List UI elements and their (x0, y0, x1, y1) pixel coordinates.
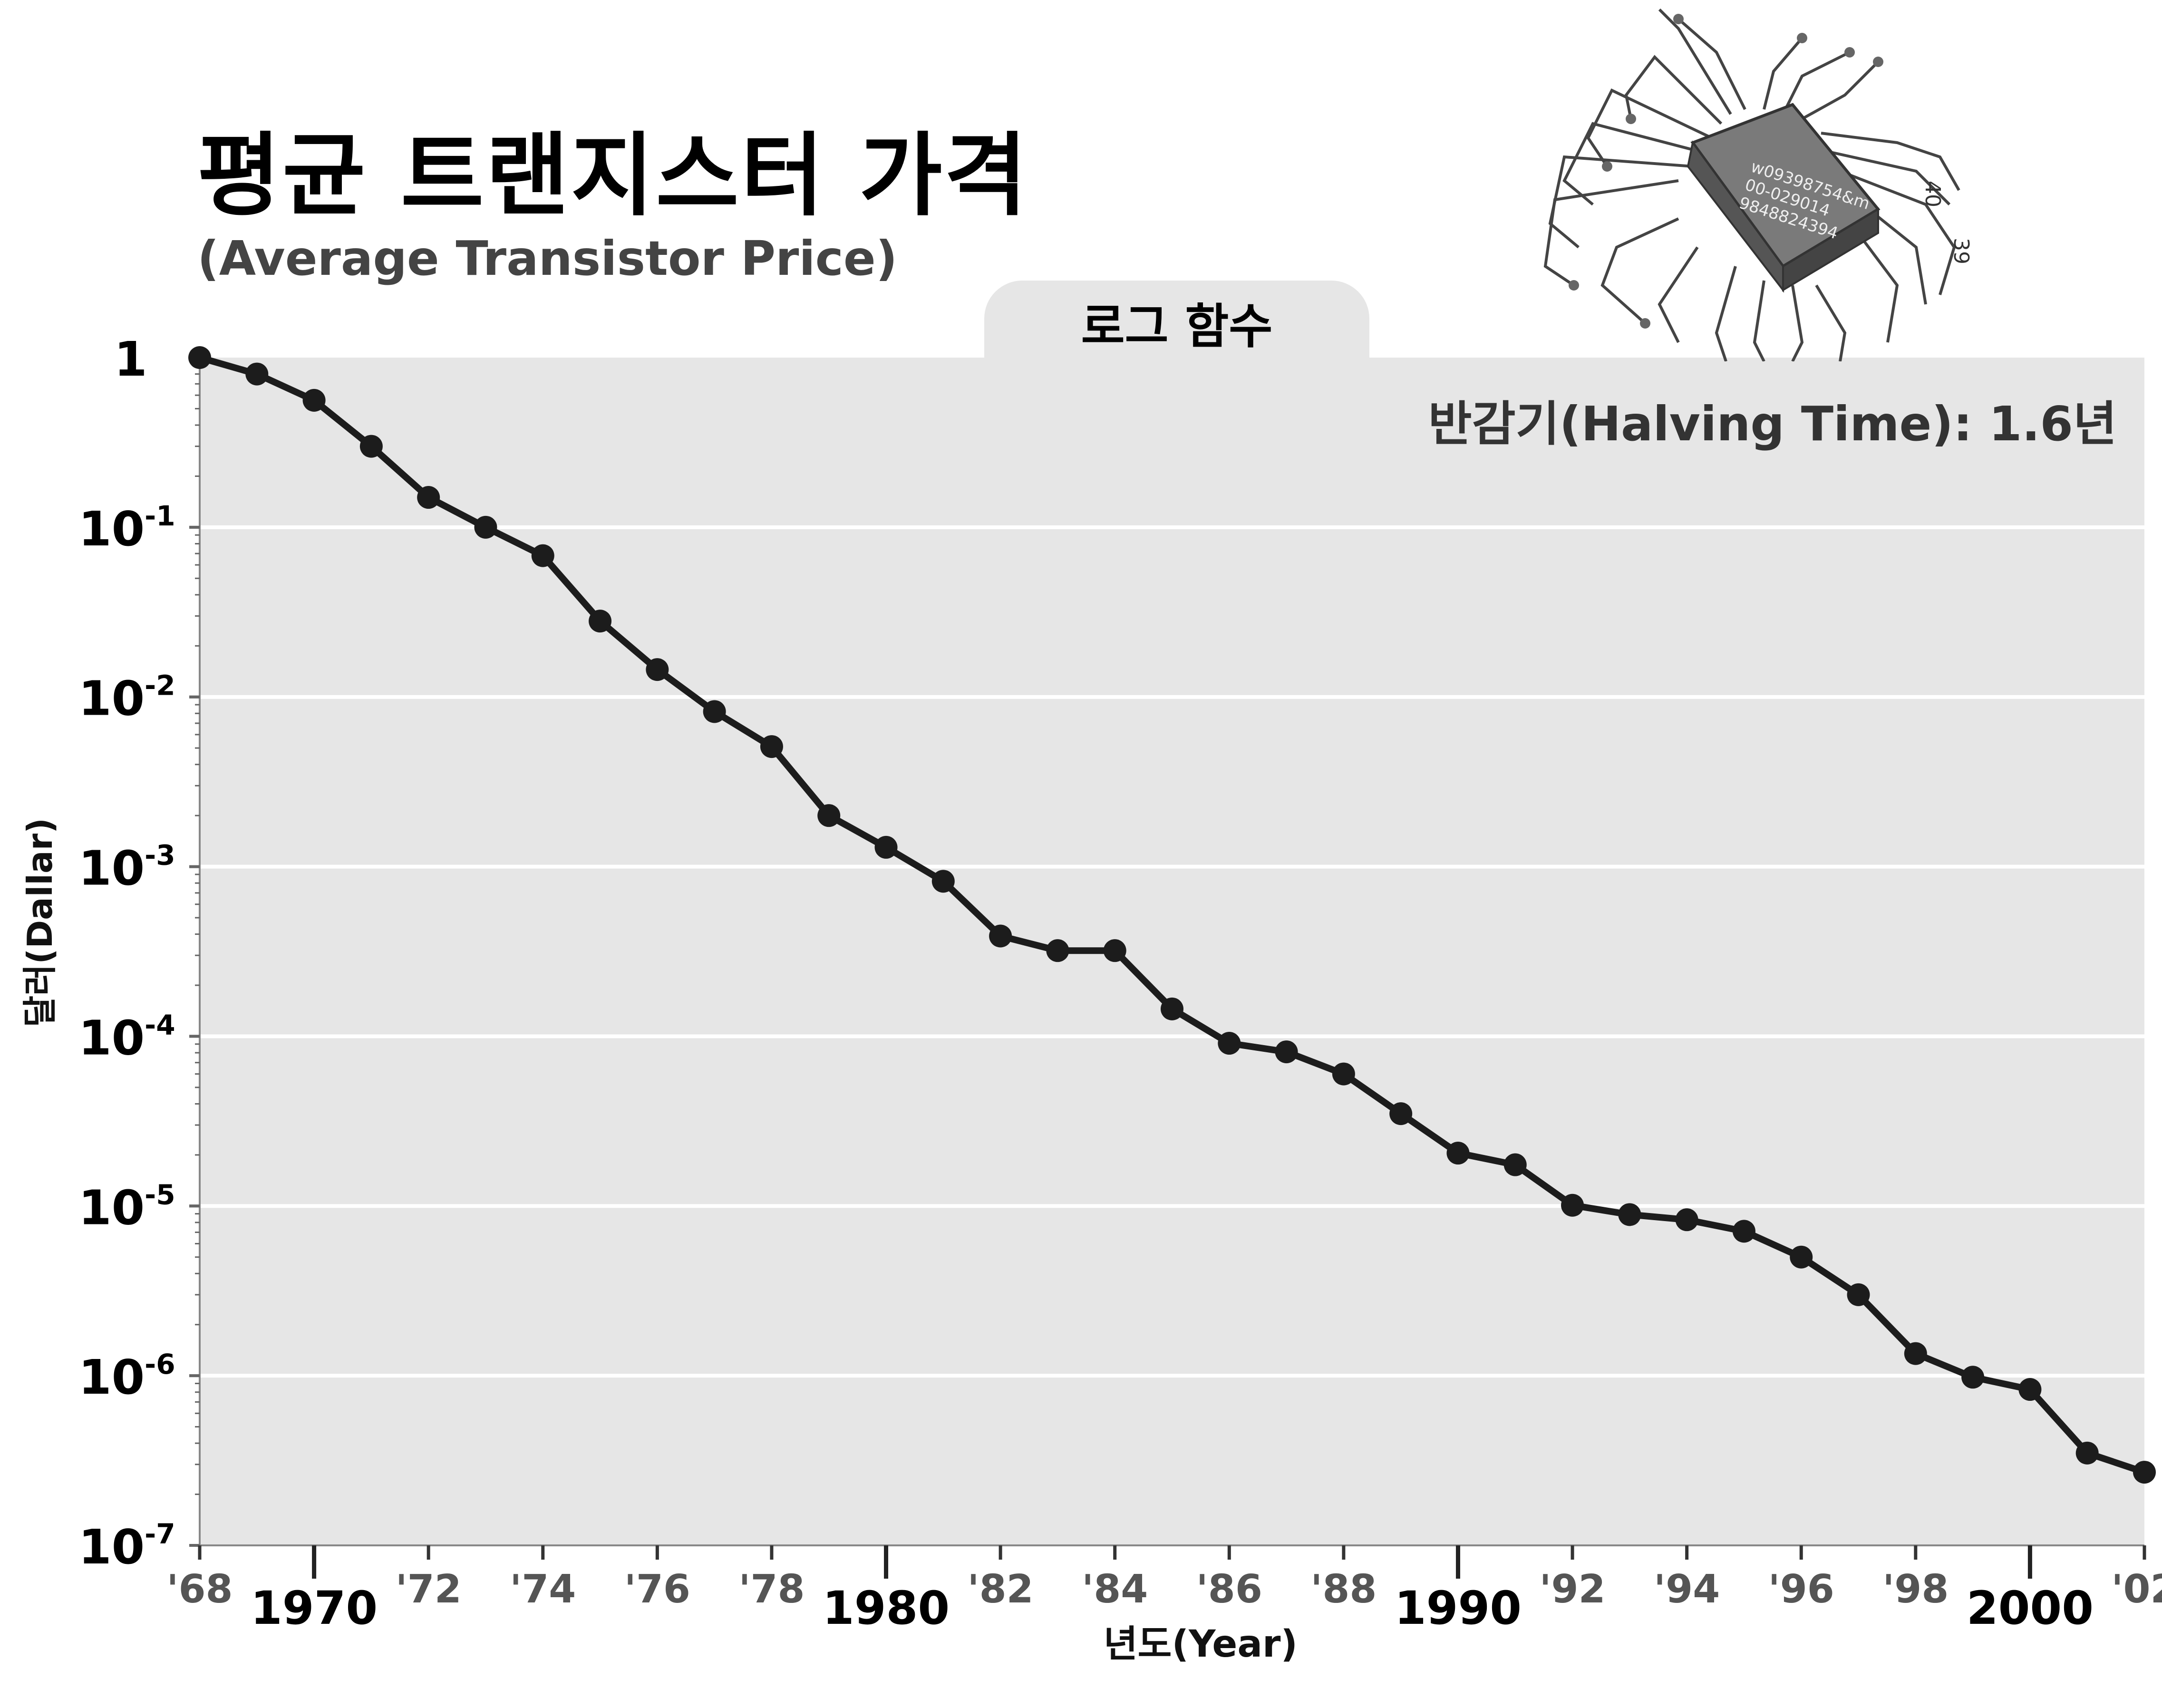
x-tick-label: '94 (1654, 1567, 1720, 1612)
x-tick-label: '68 (166, 1567, 233, 1612)
y-tick-exponent: -6 (145, 1348, 175, 1380)
y-tick-exponent: -2 (145, 670, 175, 702)
data-point (1961, 1366, 1985, 1389)
data-point (1332, 1062, 1355, 1086)
data-point (1732, 1220, 1755, 1243)
data-point (188, 346, 211, 369)
y-tick-base: 1 (114, 331, 147, 387)
data-point (417, 486, 440, 509)
x-major-tick-label: 2000 (1967, 1582, 2094, 1635)
y-tick-label: 10-4 (78, 1009, 175, 1066)
data-point (989, 924, 1012, 948)
x-axis-title: 년도(Year) (1103, 1623, 1298, 1666)
data-point (302, 388, 326, 412)
x-tick-label: '98 (1882, 1567, 1949, 1612)
data-point (1161, 997, 1183, 1020)
y-tick-base: 10 (78, 501, 145, 557)
x-major-tick-label: 1970 (251, 1582, 378, 1635)
data-point (1046, 939, 1069, 962)
data-point (1561, 1194, 1584, 1217)
x-axis-labels: '68 '72 '74 '76 '78 '82 '84 '86 '88 '92 '94 '96 '98 '… (166, 1567, 2162, 1635)
data-point (646, 658, 669, 681)
x-tick-label: '78 (738, 1567, 805, 1612)
data-point (931, 870, 955, 893)
data-points (188, 346, 2156, 1484)
y-tick-label: 10-7 (78, 1518, 175, 1575)
y-tick-exponent: -4 (145, 1009, 175, 1041)
gridlines (200, 525, 2144, 1378)
data-point (531, 544, 554, 567)
y-tick-label: 10-1 (78, 500, 175, 557)
y-axis-title: 달러(Dallar) (20, 817, 60, 1028)
x-tick-label: '86 (1196, 1567, 1262, 1612)
data-point (1446, 1142, 1470, 1165)
data-point (1389, 1102, 1413, 1126)
y-tick-base: 10 (78, 1180, 145, 1235)
data-point (874, 835, 898, 859)
data-point (1275, 1040, 1298, 1064)
plot-area (200, 358, 2144, 1545)
y-tick-label: 10-3 (78, 839, 175, 896)
x-tick-label: '72 (396, 1567, 462, 1612)
y-tick-exponent: -5 (145, 1178, 175, 1211)
x-tick-label: '76 (624, 1567, 690, 1612)
scale-tab-label: 로그 함수 (1081, 299, 1273, 354)
data-point (1675, 1208, 1698, 1232)
chip-pin-label-40: 40 (1920, 181, 1945, 207)
y-axis-labels: 110-110-210-310-410-510-610-7 (78, 331, 175, 1575)
data-point (1218, 1032, 1241, 1055)
y-tick-label: 10-6 (78, 1348, 175, 1405)
y-tick-base: 10 (78, 1519, 145, 1575)
x-tick-label: '82 (968, 1567, 1034, 1612)
scale-tab (984, 281, 1369, 376)
x-tick-label: '96 (1768, 1567, 1834, 1612)
y-tick-base: 10 (78, 1010, 145, 1066)
data-point (1618, 1203, 1641, 1226)
data-point (1103, 939, 1126, 962)
data-point (2018, 1378, 2042, 1401)
data-point (1503, 1153, 1527, 1176)
y-tick-exponent: -1 (145, 500, 175, 532)
x-tick-label: '74 (510, 1567, 576, 1612)
halving-time-annotation: 반감기(Halving Time): 1.6년 (1428, 396, 2117, 452)
data-point (589, 610, 612, 633)
data-point (1904, 1342, 1927, 1365)
chart-title: 평균 트랜지스터 가격 (197, 123, 1029, 228)
x-tick-label: '84 (1082, 1567, 1148, 1612)
data-point (703, 700, 726, 723)
y-tick-label: 10-2 (78, 670, 175, 727)
y-tick-exponent: -7 (145, 1518, 175, 1550)
x-tick-label: '02 (2111, 1567, 2162, 1612)
x-major-tick-label: 1980 (823, 1582, 950, 1635)
x-tick-label: '92 (1539, 1567, 1605, 1612)
y-tick-base: 10 (78, 1349, 145, 1405)
chart-subtitle: (Average Transistor Price) (197, 231, 898, 286)
data-point (474, 515, 497, 539)
y-tick-base: 10 (78, 841, 145, 896)
data-point (245, 362, 269, 386)
y-tick-label: 1 (114, 331, 147, 387)
y-tick-label: 10-5 (78, 1178, 175, 1235)
x-tick-label: '88 (1310, 1567, 1377, 1612)
x-major-tick-label: 1990 (1395, 1582, 1522, 1635)
axes (189, 356, 2146, 1579)
data-point (1847, 1283, 1870, 1306)
data-point (760, 735, 783, 758)
data-point (2075, 1441, 2099, 1465)
y-tick-base: 10 (78, 671, 145, 727)
y-tick-exponent: -3 (145, 839, 175, 872)
data-point (1790, 1245, 1813, 1269)
chip-pin-label-39: 39 (1949, 238, 1973, 264)
microchip-illustration: w09398754&m 00-029014 9848824394 40 39 (1543, 8, 1973, 361)
data-point (359, 435, 383, 458)
data-point (817, 804, 841, 827)
data-point (2133, 1461, 2156, 1484)
